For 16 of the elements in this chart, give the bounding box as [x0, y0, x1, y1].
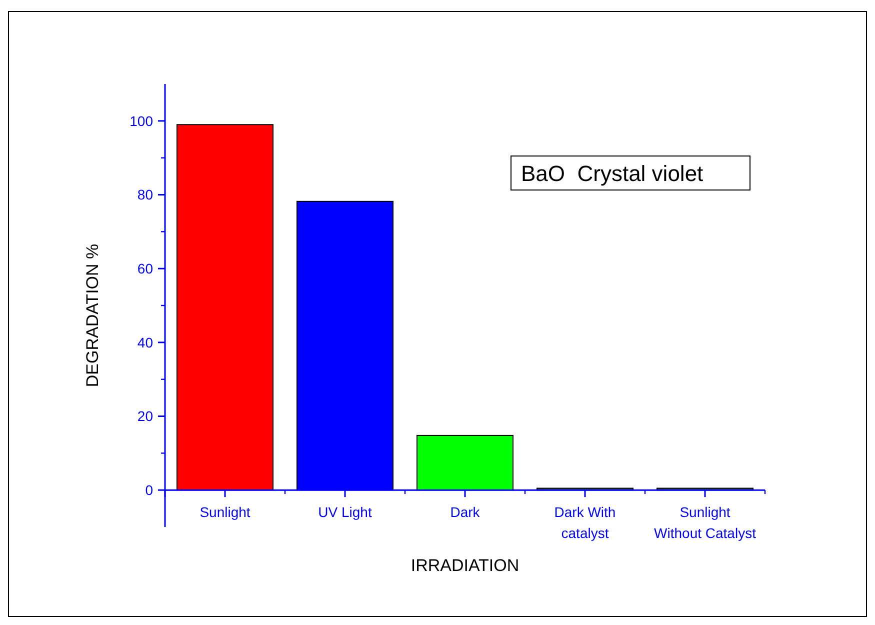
y-tick-label: 60: [137, 260, 154, 276]
y-tick-label: 100: [130, 112, 154, 129]
x-axis-title: IRRADIATION: [410, 556, 520, 575]
y-tick-label: 0: [145, 482, 154, 498]
x-tick-label: UV Light: [318, 504, 372, 520]
x-tick-label: Dark: [450, 504, 481, 520]
y-tick-label: 80: [137, 186, 154, 203]
annotation: BaO Crystal violet: [521, 161, 704, 186]
bar: [176, 124, 274, 491]
bar: [416, 434, 514, 491]
x-tick-label: Dark With catalyst: [554, 504, 616, 542]
x-tick-label: Sunlight Without Catalyst: [654, 504, 756, 542]
x-tick-label: Sunlight: [200, 504, 250, 520]
y-tick-label: 20: [137, 408, 154, 424]
y-axis-title: DEGRADATION %: [83, 244, 102, 388]
y-tick-label: 40: [137, 334, 154, 350]
